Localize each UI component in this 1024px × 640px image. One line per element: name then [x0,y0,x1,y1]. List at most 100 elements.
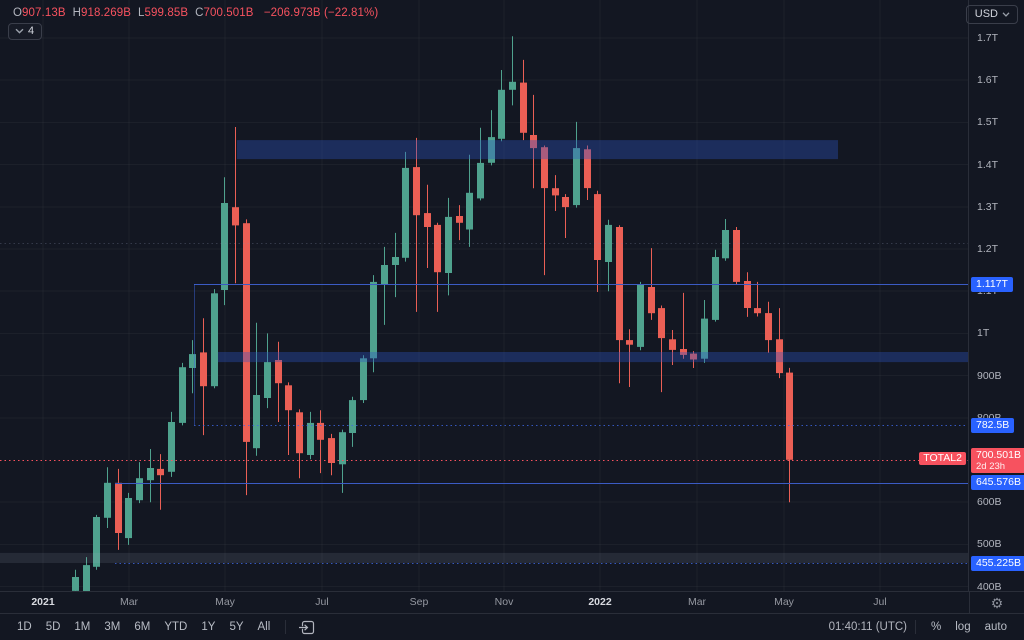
candle-body[interactable] [488,137,495,163]
candle-body[interactable] [701,318,708,359]
candle-body[interactable] [211,293,218,387]
candle-body[interactable] [466,192,473,230]
candle-body[interactable] [605,224,612,262]
candle-body[interactable] [765,313,772,341]
candle-body[interactable] [530,135,537,149]
candle-body[interactable] [168,422,175,472]
candle-body[interactable] [264,362,271,398]
candle-body[interactable] [275,360,282,384]
candle-body[interactable] [776,339,783,374]
candle-body[interactable] [360,358,367,401]
candle-body[interactable] [93,517,100,567]
candle-body[interactable] [307,422,314,455]
price-tick: 1.6T [977,74,999,87]
candle-body[interactable] [200,352,207,387]
candle-body[interactable] [413,167,420,216]
candle-body[interactable] [584,149,591,189]
candle-body[interactable] [434,224,441,273]
demand-zone-blue[interactable] [218,352,968,363]
candle-body[interactable] [115,482,122,533]
candle-body[interactable] [669,339,676,350]
range-button-all[interactable]: All [251,618,278,636]
candle-body[interactable] [509,81,516,90]
supply-zone-blue[interactable] [237,140,838,160]
candle-body[interactable] [370,281,377,359]
range-button-5y[interactable]: 5Y [222,618,250,636]
candle-body[interactable] [712,257,719,320]
candle-body[interactable] [424,213,431,227]
candle-body[interactable] [456,216,463,223]
candle-body[interactable] [179,367,186,423]
candlestick-chart[interactable] [0,0,968,591]
candle-body[interactable] [83,565,90,591]
range-button-5d[interactable]: 5D [39,618,68,636]
candle-body[interactable] [72,577,79,591]
candle-body[interactable] [754,308,761,314]
toolbar-button-auto[interactable]: auto [978,618,1014,636]
time-axis[interactable]: 2021 Mar May Jul Sep Nov 2022 Mar May Jul ⚙ [0,591,1024,614]
candle-body[interactable] [104,482,111,518]
price-tick: 900B [977,369,1002,382]
candle-body[interactable] [498,89,505,139]
range-button-1d[interactable]: 1D [10,618,39,636]
time-tick: 2021 [31,596,55,608]
candle-body[interactable] [381,265,388,285]
candle-body[interactable] [125,498,132,539]
candle-body[interactable] [637,284,644,347]
candle-body[interactable] [594,194,601,260]
candle-body[interactable] [157,468,164,476]
range-button-ytd[interactable]: YTD [157,618,194,636]
chart-pane[interactable]: O907.13B H918.269B L599.85B C700.501B −206.… [0,0,968,591]
candle-body[interactable] [296,412,303,454]
currency-selector[interactable]: USD [965,5,1018,24]
range-button-6m[interactable]: 6M [127,618,157,636]
candle-body[interactable] [690,353,697,360]
range-button-1y[interactable]: 1Y [194,618,222,636]
candle-body[interactable] [339,432,346,465]
symbol-price-label: TOTAL2 [919,452,966,465]
candle-body[interactable] [786,372,793,460]
legend-collapse-button[interactable]: 4 [8,23,43,40]
candle-body[interactable] [573,148,580,206]
candle-body[interactable] [722,230,729,259]
candle-body[interactable] [445,216,452,273]
time-tick: Sep [409,596,429,608]
candle-body[interactable] [243,223,250,442]
range-button-3m[interactable]: 3M [97,618,127,636]
lower-zone-gray[interactable] [0,552,968,563]
candle-body[interactable] [658,308,665,339]
candle-body[interactable] [744,281,751,308]
candle-body[interactable] [680,349,687,355]
candle-body[interactable] [520,82,527,133]
candle-body[interactable] [648,287,655,314]
candle-body[interactable] [733,230,740,282]
candle-body[interactable] [285,385,292,411]
candle-body[interactable] [232,207,239,226]
ohlc-h: H918.269B [72,7,132,19]
toolbar-button-log[interactable]: log [948,618,977,636]
candle-body[interactable] [562,197,569,208]
candle-body[interactable] [317,422,324,440]
change-value: −206.973B (−22.81%) [263,7,379,19]
range-button-1m[interactable]: 1M [67,618,97,636]
time-tick: May [774,596,794,608]
gear-icon[interactable]: ⚙ [990,595,1004,611]
toolbar-button-percent[interactable]: % [924,618,948,636]
candle-body[interactable] [616,227,623,341]
price-axis[interactable]: USD 1.7T1.6T1.5T1.4T1.3T1.2T1.1T1T900B80… [965,0,1024,593]
candle-body[interactable] [392,257,399,265]
candle-body[interactable] [402,167,409,258]
candle-body[interactable] [349,400,356,433]
candle-body[interactable] [147,468,154,481]
candle-body[interactable] [552,188,559,196]
candle-body[interactable] [189,354,196,368]
candle-body[interactable] [477,162,484,199]
candle-body[interactable] [626,340,633,345]
candle-body[interactable] [253,395,260,449]
candle-body[interactable] [328,438,335,463]
candle-body[interactable] [136,478,143,501]
go-to-date-button[interactable] [294,618,319,637]
clock[interactable]: 01:40:11 (UTC) [828,621,908,633]
candle-body[interactable] [221,203,228,290]
candle-body[interactable] [541,147,548,189]
